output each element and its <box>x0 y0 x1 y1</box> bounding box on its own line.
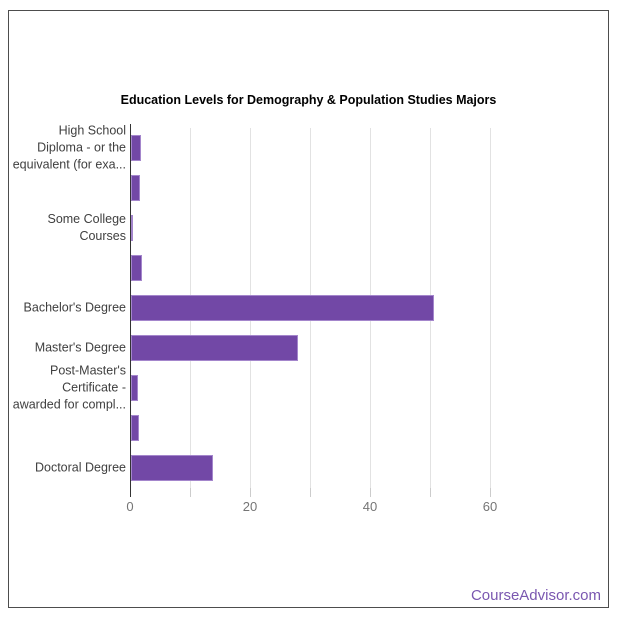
axis-tick <box>370 488 371 497</box>
category-label: Master's Degree <box>34 340 126 355</box>
category-label: Some College Courses <box>47 212 126 243</box>
axis-tick <box>190 488 191 497</box>
category-label: Bachelor's Degree <box>23 300 126 315</box>
axis-tick <box>250 488 251 497</box>
chart-bar <box>131 215 134 241</box>
x-tick-label: 40 <box>362 499 378 514</box>
chart-bar <box>131 255 143 281</box>
watermark-link[interactable]: CourseAdvisor.com <box>470 587 601 604</box>
chart-bar <box>131 295 434 321</box>
chart-bar <box>131 135 142 161</box>
x-tick-label: 0 <box>126 499 134 514</box>
chart-bar <box>131 335 298 361</box>
chart-bar <box>131 175 140 201</box>
chart-bar <box>131 415 140 441</box>
x-tick-label: 20 <box>242 499 258 514</box>
axis-tick <box>490 488 491 497</box>
chart-bar <box>131 455 214 481</box>
category-label: High School Diploma - or the equivalent … <box>12 123 126 172</box>
axis-tick <box>430 488 431 497</box>
category-label: Post-Master's Certificate - awarded for … <box>12 363 126 412</box>
chart-title: Education Levels for Demography & Popula… <box>120 93 497 107</box>
x-tick-label: 60 <box>482 499 498 514</box>
v-gridline <box>490 128 491 488</box>
y-axis-line <box>130 124 131 497</box>
axis-tick <box>310 488 311 497</box>
chart-bar <box>131 375 138 401</box>
category-label: Doctoral Degree <box>34 460 126 475</box>
